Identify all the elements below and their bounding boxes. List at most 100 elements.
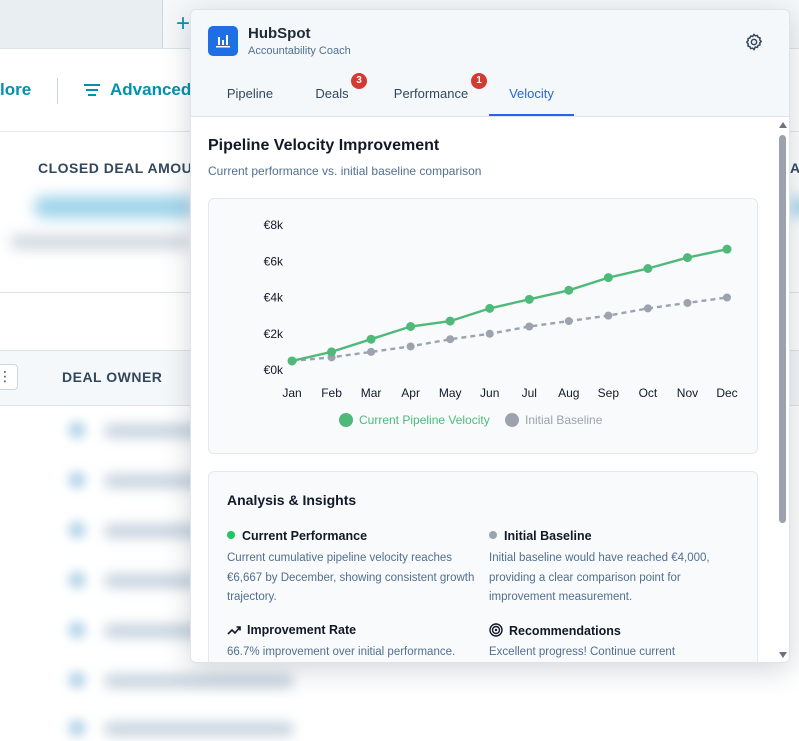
- current-velocity-point: [366, 334, 376, 344]
- recommendations-text: Excellent progress! Continue current: [489, 646, 676, 658]
- panel-header: HubSpot Accountability Coach: [191, 10, 789, 75]
- tab-label: Velocity: [509, 86, 554, 101]
- blurred-caption: [10, 236, 190, 248]
- x-tick-label: Apr: [401, 386, 420, 400]
- y-tick-label: €8k: [264, 218, 284, 232]
- accountability-coach-panel: HubSpot Accountability Coach Pipeline De…: [190, 9, 790, 663]
- current-velocity-line: [291, 248, 728, 363]
- more-link[interactable]: lore: [0, 80, 32, 99]
- tab-velocity[interactable]: Velocity: [489, 74, 574, 116]
- x-tick-label: Dec: [716, 386, 737, 400]
- gear-icon[interactable]: [744, 32, 764, 52]
- baseline-point: [604, 311, 613, 320]
- current-velocity-point: [445, 316, 455, 326]
- baseline-point: [683, 298, 692, 307]
- toolbar-divider: [57, 78, 58, 104]
- initial-baseline-heading: Initial Baseline: [489, 529, 592, 543]
- legend-current-label: Current Pipeline Velocity: [359, 413, 490, 427]
- improvement-rate-heading-text: Improvement Rate: [247, 623, 357, 637]
- x-tick-label: Oct: [639, 386, 658, 400]
- summary-label-cut: A: [790, 160, 799, 176]
- brand-name: HubSpot: [248, 25, 311, 42]
- baseline-line: [291, 296, 728, 363]
- scroll-down-arrow-icon[interactable]: [779, 652, 787, 658]
- baseline-point: [446, 335, 455, 344]
- current-velocity-point: [603, 273, 613, 283]
- tab-performance[interactable]: Performance 1: [381, 73, 487, 116]
- table-row[interactable]: [104, 722, 294, 736]
- tab-label: Performance: [393, 86, 469, 101]
- table-row[interactable]: [104, 424, 214, 438]
- hubspot-logo: [208, 26, 238, 56]
- x-tick-label: May: [439, 386, 462, 400]
- baseline-point: [643, 304, 652, 313]
- legend-baseline-swatch: [505, 413, 519, 427]
- recommendations-heading-text: Recommendations: [509, 624, 621, 638]
- table-row[interactable]: [104, 624, 214, 638]
- insights-title: Analysis & Insights: [227, 492, 357, 508]
- current-performance-text: Current cumulative pipeline velocity rea…: [227, 552, 475, 603]
- initial-baseline-text: Initial baseline would have reached €4,0…: [489, 552, 710, 603]
- avatar: [68, 571, 86, 589]
- plus-icon[interactable]: +: [176, 10, 191, 37]
- deals-count-badge: 3: [351, 73, 367, 89]
- velocity-content: Pipeline Velocity Improvement Current pe…: [191, 117, 776, 662]
- current-velocity-point: [406, 322, 416, 331]
- tab-label: Pipeline: [226, 86, 274, 101]
- performance-count-badge: 1: [471, 73, 487, 89]
- tab-pipeline[interactable]: Pipeline: [215, 74, 285, 116]
- scrollbar-thumb[interactable]: [779, 135, 786, 523]
- current-velocity-point: [722, 244, 732, 254]
- gray-dot-icon: [489, 531, 497, 539]
- y-tick-label: €0k: [264, 363, 284, 377]
- target-icon: [489, 623, 503, 637]
- page-subtitle: Current performance vs. initial baseline…: [208, 164, 482, 178]
- baseline-point: [485, 329, 494, 338]
- avatar: [68, 471, 86, 489]
- green-dot-icon: [227, 531, 235, 539]
- avatar: [68, 521, 86, 539]
- baseline-point: [525, 322, 534, 331]
- x-tick-label: Mar: [361, 386, 382, 400]
- current-velocity-point: [287, 356, 297, 366]
- table-row[interactable]: [104, 474, 204, 488]
- y-tick-label: €2k: [264, 327, 284, 341]
- current-performance-heading: Current Performance: [227, 529, 367, 543]
- legend-current-swatch: [339, 413, 353, 427]
- page-title: Pipeline Velocity Improvement: [208, 137, 440, 154]
- x-tick-label: Jan: [282, 386, 301, 400]
- background-tab[interactable]: [0, 0, 163, 48]
- x-tick-label: Jul: [522, 386, 537, 400]
- table-row[interactable]: [104, 574, 199, 588]
- current-velocity-point: [485, 303, 495, 313]
- closed-deal-amount-label: CLOSED DEAL AMOU: [38, 160, 193, 176]
- tab-deals[interactable]: Deals 3: [304, 73, 367, 116]
- brand-subtitle: Accountability Coach: [248, 45, 351, 57]
- filter-icon: [84, 84, 100, 96]
- current-velocity-point: [643, 264, 653, 273]
- deal-owner-header[interactable]: DEAL OWNER: [62, 369, 163, 385]
- bar-chart-icon: [216, 35, 230, 48]
- current-velocity-point: [327, 347, 337, 357]
- current-performance-heading-text: Current Performance: [242, 529, 368, 543]
- avatar: [68, 421, 86, 439]
- advanced-filters-button[interactable]: Advanced: [84, 80, 191, 100]
- baseline-point: [367, 347, 376, 356]
- x-tick-label: Jun: [480, 386, 499, 400]
- scroll-up-arrow-icon[interactable]: [779, 122, 787, 128]
- recommendations-heading: Recommendations: [489, 623, 621, 638]
- x-tick-label: Feb: [321, 386, 342, 400]
- baseline-point: [406, 342, 415, 351]
- panel-tabs: Pipeline Deals 3 Performance 1 Velocity: [191, 73, 789, 117]
- insights-card: Analysis & Insights Current Performance …: [208, 471, 758, 662]
- kebab-menu-icon[interactable]: ⋮: [0, 364, 18, 390]
- legend-baseline-label: Initial Baseline: [525, 413, 603, 427]
- current-velocity-point: [524, 294, 534, 304]
- x-tick-label: Nov: [677, 386, 698, 400]
- baseline-point: [564, 317, 573, 326]
- table-row[interactable]: [104, 674, 294, 688]
- y-tick-label: €4k: [264, 291, 284, 305]
- baseline-point: [723, 293, 731, 302]
- panel-scrollbar[interactable]: [776, 117, 789, 662]
- tab-label: Deals: [315, 86, 349, 101]
